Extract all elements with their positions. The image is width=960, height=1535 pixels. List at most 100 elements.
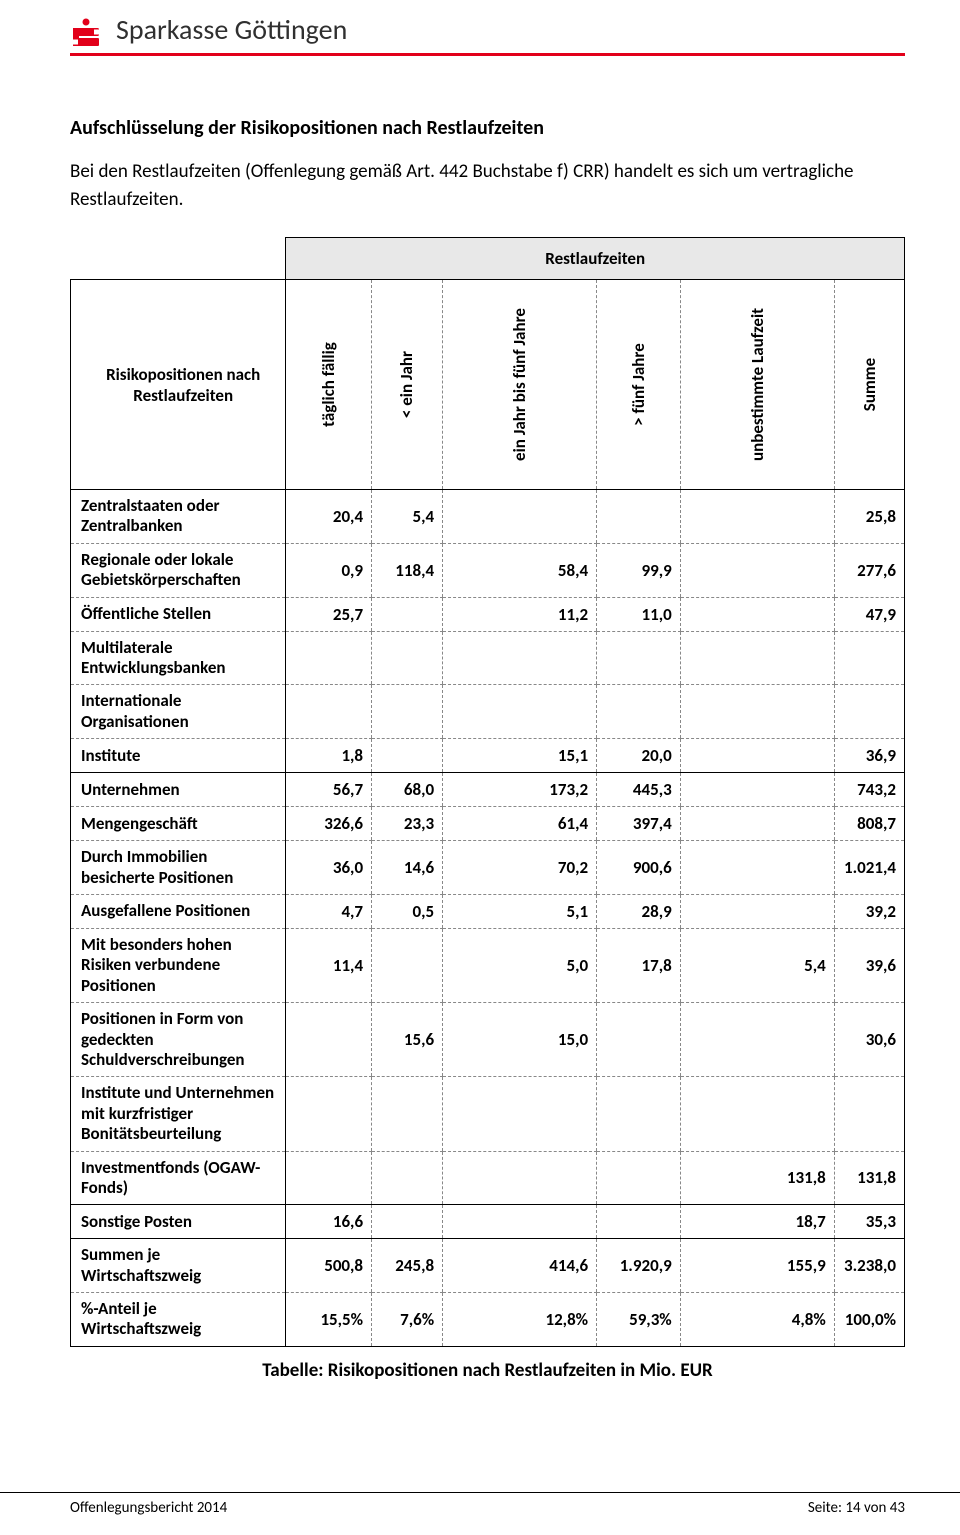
cell: 445,3 (597, 773, 681, 807)
cell: 36,9 (834, 739, 904, 773)
cell (834, 685, 904, 739)
table-column-headers: Risikopositionen nach Restlaufzeiten täg… (71, 280, 905, 490)
col-header: < ein Jahr (397, 351, 418, 418)
cell (372, 631, 443, 685)
cell: 59,3% (597, 1293, 681, 1347)
table-row: %-Anteil je Wirtschaftszweig15,5%7,6%12,… (71, 1293, 905, 1347)
cell: 5,0 (443, 929, 597, 1003)
table-row: Sonstige Posten16,618,735,3 (71, 1205, 905, 1239)
cell: 14,6 (372, 841, 443, 895)
row-label: Regionale oder lokale Gebietskörperschaf… (71, 543, 286, 597)
cell: 118,4 (372, 543, 443, 597)
cell: 4,8% (680, 1293, 834, 1347)
footer-right: Seite: 14 von 43 (808, 1499, 905, 1517)
row-label: Öffentliche Stellen (71, 597, 286, 631)
cell: 131,8 (834, 1151, 904, 1205)
cell (680, 631, 834, 685)
cell: 414,6 (443, 1239, 597, 1293)
table-row: Unternehmen56,768,0173,2445,3743,2 (71, 773, 905, 807)
cell: 743,2 (834, 773, 904, 807)
cell (443, 490, 597, 544)
cell (443, 631, 597, 685)
row-label: Investmentfonds (OGAW-Fonds) (71, 1151, 286, 1205)
cell (597, 1205, 681, 1239)
cell: 0,5 (372, 895, 443, 929)
cell (834, 631, 904, 685)
cell: 30,6 (834, 1003, 904, 1077)
cell: 17,8 (597, 929, 681, 1003)
col-header: > fünf Jahre (628, 343, 649, 426)
cell (680, 685, 834, 739)
cell: 173,2 (443, 773, 597, 807)
cell: 11,4 (286, 929, 372, 1003)
cell: 245,8 (372, 1239, 443, 1293)
risk-table: Restlaufzeiten Risikopositionen nach Res… (70, 237, 905, 1347)
cell (597, 685, 681, 739)
cell: 900,6 (597, 841, 681, 895)
page-footer: Offenlegungsbericht 2014 Seite: 14 von 4… (0, 1492, 960, 1535)
cell: 16,6 (286, 1205, 372, 1239)
cell (680, 895, 834, 929)
cell (597, 1077, 681, 1151)
cell: 155,9 (680, 1239, 834, 1293)
row-label: Sonstige Posten (71, 1205, 286, 1239)
cell (372, 1077, 443, 1151)
cell: 15,1 (443, 739, 597, 773)
cell (597, 631, 681, 685)
cell: 20,0 (597, 739, 681, 773)
cell: 28,9 (597, 895, 681, 929)
row-label: Mengengeschäft (71, 807, 286, 841)
page-header: Sparkasse Göttingen (70, 0, 905, 49)
cell (597, 1151, 681, 1205)
cell (443, 1151, 597, 1205)
cell: 1.920,9 (597, 1239, 681, 1293)
cell: 39,2 (834, 895, 904, 929)
cell (286, 1151, 372, 1205)
cell (286, 631, 372, 685)
cell: 100,0% (834, 1293, 904, 1347)
cell: 3.238,0 (834, 1239, 904, 1293)
table-row: Positionen in Form von gedeckten Schuldv… (71, 1003, 905, 1077)
section-heading: Aufschlüsselung der Risikopositionen nac… (70, 116, 905, 140)
cell (286, 1003, 372, 1077)
cell: 11,2 (443, 597, 597, 631)
cell (680, 1077, 834, 1151)
cell: 68,0 (372, 773, 443, 807)
cell: 5,4 (680, 929, 834, 1003)
page-title: Sparkasse Göttingen (116, 12, 347, 49)
cell (680, 597, 834, 631)
cell: 277,6 (834, 543, 904, 597)
cell: 11,0 (597, 597, 681, 631)
cell: 99,9 (597, 543, 681, 597)
table-column-group-header: Restlaufzeiten (286, 238, 905, 280)
table-row: Durch Immobilien besicherte Positionen36… (71, 841, 905, 895)
cell (443, 1205, 597, 1239)
cell: 23,3 (372, 807, 443, 841)
table-row: Öffentliche Stellen25,711,211,047,9 (71, 597, 905, 631)
col-header: ein Jahr bis fünf Jahre (509, 308, 530, 461)
cell: 58,4 (443, 543, 597, 597)
cell (680, 807, 834, 841)
cell (372, 597, 443, 631)
cell: 15,5% (286, 1293, 372, 1347)
cell: 12,8% (443, 1293, 597, 1347)
cell (372, 685, 443, 739)
cell (372, 739, 443, 773)
cell: 61,4 (443, 807, 597, 841)
table-row: Institute1,815,120,036,9 (71, 739, 905, 773)
cell (372, 929, 443, 1003)
cell: 47,9 (834, 597, 904, 631)
cell: 70,2 (443, 841, 597, 895)
row-label: Summen je Wirtschaftszweig (71, 1239, 286, 1293)
row-label: Internationale Organisationen (71, 685, 286, 739)
cell (286, 1077, 372, 1151)
cell: 1,8 (286, 739, 372, 773)
col-header: unbestimmte Laufzeit (747, 308, 768, 461)
row-label: Zentralstaaten oder Zentralbanken (71, 490, 286, 544)
cell (443, 1077, 597, 1151)
table-row: Mit besonders hohen Risiken verbundene P… (71, 929, 905, 1003)
table-rowlabel-header: Risikopositionen nach Restlaufzeiten (71, 280, 286, 490)
table-row: Institute und Unternehmen mit kurzfristi… (71, 1077, 905, 1151)
cell (372, 1151, 443, 1205)
cell: 56,7 (286, 773, 372, 807)
